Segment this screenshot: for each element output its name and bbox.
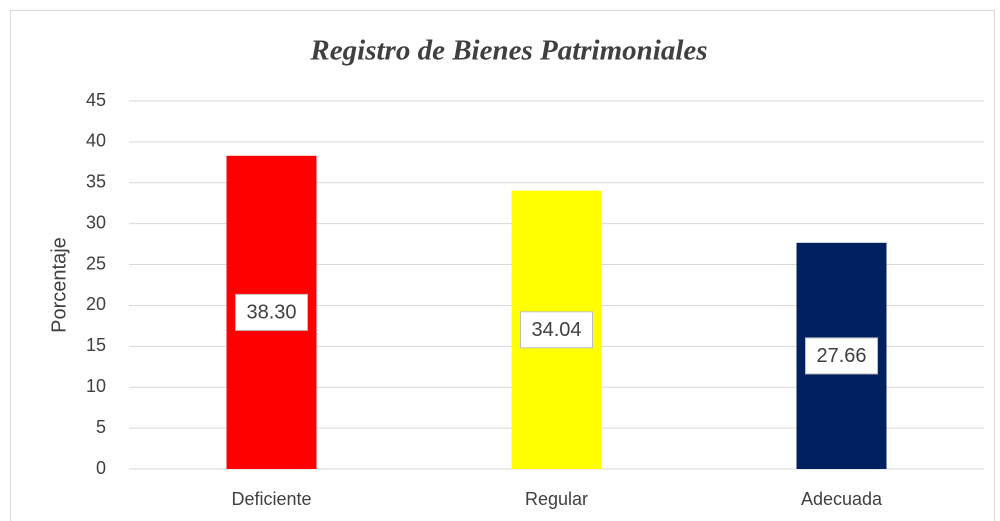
chart-title: Registro de Bienes Patrimoniales — [309, 35, 707, 67]
y-tick-label: 25 — [86, 253, 106, 273]
y-axis-label: Porcentaje — [48, 237, 70, 333]
x-tick-label: Adecuada — [801, 489, 883, 509]
y-tick-label: 20 — [86, 294, 106, 314]
data-label: 34.04 — [531, 319, 581, 341]
data-label: 38.30 — [246, 302, 296, 324]
y-tick-label: 35 — [86, 172, 106, 192]
y-tick-label: 10 — [86, 376, 106, 396]
y-tick-label: 40 — [86, 131, 106, 151]
y-tick-label: 0 — [96, 458, 106, 478]
y-tick-label: 30 — [86, 212, 106, 232]
data-label: 27.66 — [816, 345, 866, 367]
x-tick-label: Deficiente — [231, 489, 311, 509]
data-label-box — [520, 311, 593, 349]
x-tick-label: Regular — [525, 489, 588, 509]
y-tick-label: 45 — [86, 90, 106, 110]
data-label-box — [805, 337, 878, 375]
y-tick-label: 15 — [86, 335, 106, 355]
data-label-box — [235, 293, 308, 331]
y-tick-label: 5 — [96, 417, 106, 437]
